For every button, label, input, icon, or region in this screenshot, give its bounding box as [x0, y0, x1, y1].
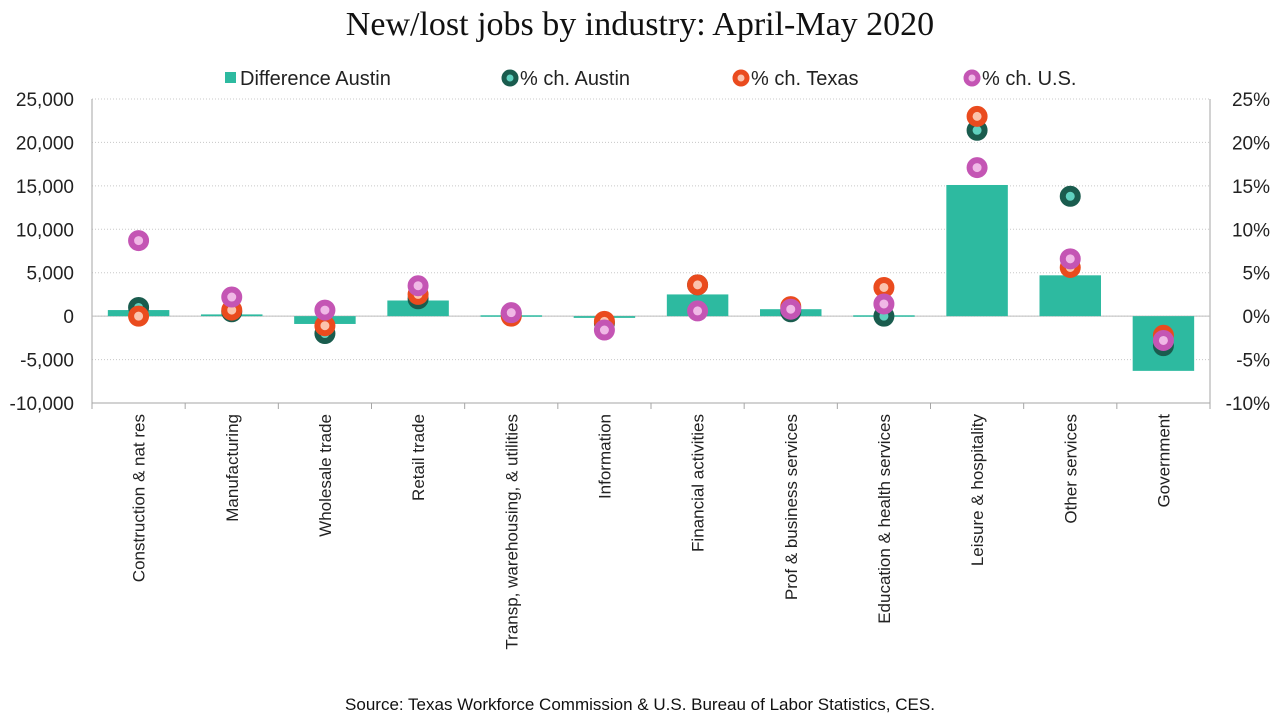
data-point	[221, 286, 243, 308]
right-tick-label: 25%	[1232, 90, 1270, 111]
data-point	[966, 105, 988, 127]
data-point	[128, 230, 150, 252]
bar	[1039, 275, 1101, 317]
legend-label: % ch. Texas	[751, 68, 858, 90]
right-tick-label: 15%	[1232, 177, 1270, 198]
data-point	[1059, 248, 1081, 270]
category-label: Transp, warehousing, & utilities	[502, 414, 521, 650]
category-label: Manufacturing	[223, 414, 242, 522]
data-point	[780, 298, 802, 320]
legend-label: % ch. Austin	[520, 68, 630, 90]
left-tick-label: 10,000	[16, 220, 74, 241]
data-point	[873, 276, 895, 298]
gridlines	[92, 98, 1210, 361]
legend-us: % ch. U.S.	[963, 68, 1076, 90]
series-texas-points	[128, 105, 1174, 346]
data-point	[407, 275, 429, 297]
data-point	[1152, 329, 1174, 351]
bar-series	[107, 184, 1195, 371]
left-tick-label: -10,000	[10, 394, 74, 415]
legend-label: % ch. U.S.	[982, 68, 1076, 90]
legend-swatch	[225, 72, 236, 83]
left-tick-label: 0	[63, 307, 74, 328]
left-tick-label: 15,000	[16, 177, 74, 198]
right-tick-label: 10%	[1232, 220, 1270, 241]
axes: -10,000 -5,000 0 5,000 10,000 15,000 20,000 25,…	[10, 90, 1271, 415]
legend-austin: % ch. Austin	[501, 68, 630, 90]
bar	[946, 184, 1008, 317]
chart-title: New/lost jobs by industry: April-May 202…	[346, 6, 934, 43]
left-tick-label: 25,000	[16, 90, 74, 111]
series-austin-points	[128, 119, 1174, 357]
data-point	[314, 299, 336, 321]
category-label: Education & health services	[875, 414, 894, 624]
left-tick-label: 20,000	[16, 133, 74, 154]
data-point	[1059, 185, 1081, 207]
legend-difference-austin: Difference Austin	[225, 68, 391, 90]
series-us-points	[128, 157, 1174, 351]
right-tick-label: -5%	[1236, 351, 1270, 372]
source-note: Source: Texas Workforce Commission & U.S…	[345, 695, 935, 714]
right-tick-label: -10%	[1226, 394, 1270, 415]
data-point	[966, 157, 988, 179]
legend-marker	[963, 69, 981, 87]
category-label: Prof & business services	[782, 414, 801, 600]
left-tick-label: -5,000	[20, 351, 74, 372]
legend-label: Difference Austin	[240, 68, 391, 90]
data-point	[873, 293, 895, 315]
category-label: Construction & nat res	[130, 414, 149, 582]
legend: Difference Austin % ch. Austin % ch. Texas…	[225, 68, 1076, 90]
data-point	[128, 305, 150, 327]
right-tick-label: 0%	[1243, 307, 1271, 328]
right-tick-label: 5%	[1243, 264, 1271, 285]
category-label: Financial activities	[689, 414, 708, 552]
data-point	[687, 274, 709, 296]
category-label: Leisure & hospitality	[968, 414, 987, 567]
legend-texas: % ch. Texas	[732, 68, 858, 90]
left-tick-label: 5,000	[26, 264, 74, 285]
data-point	[500, 302, 522, 324]
data-point	[593, 319, 615, 341]
category-label: Information	[595, 414, 614, 499]
point-series	[128, 105, 1174, 357]
category-label: Other services	[1061, 414, 1080, 524]
legend-marker	[732, 69, 750, 87]
category-label: Wholesale trade	[316, 414, 335, 537]
legend-marker	[501, 69, 519, 87]
category-labels: Construction & nat res Manufacturing Whole…	[130, 414, 1174, 650]
right-tick-label: 20%	[1232, 133, 1270, 154]
data-point	[687, 300, 709, 322]
category-label: Retail trade	[409, 414, 428, 501]
category-label: Government	[1154, 414, 1173, 508]
